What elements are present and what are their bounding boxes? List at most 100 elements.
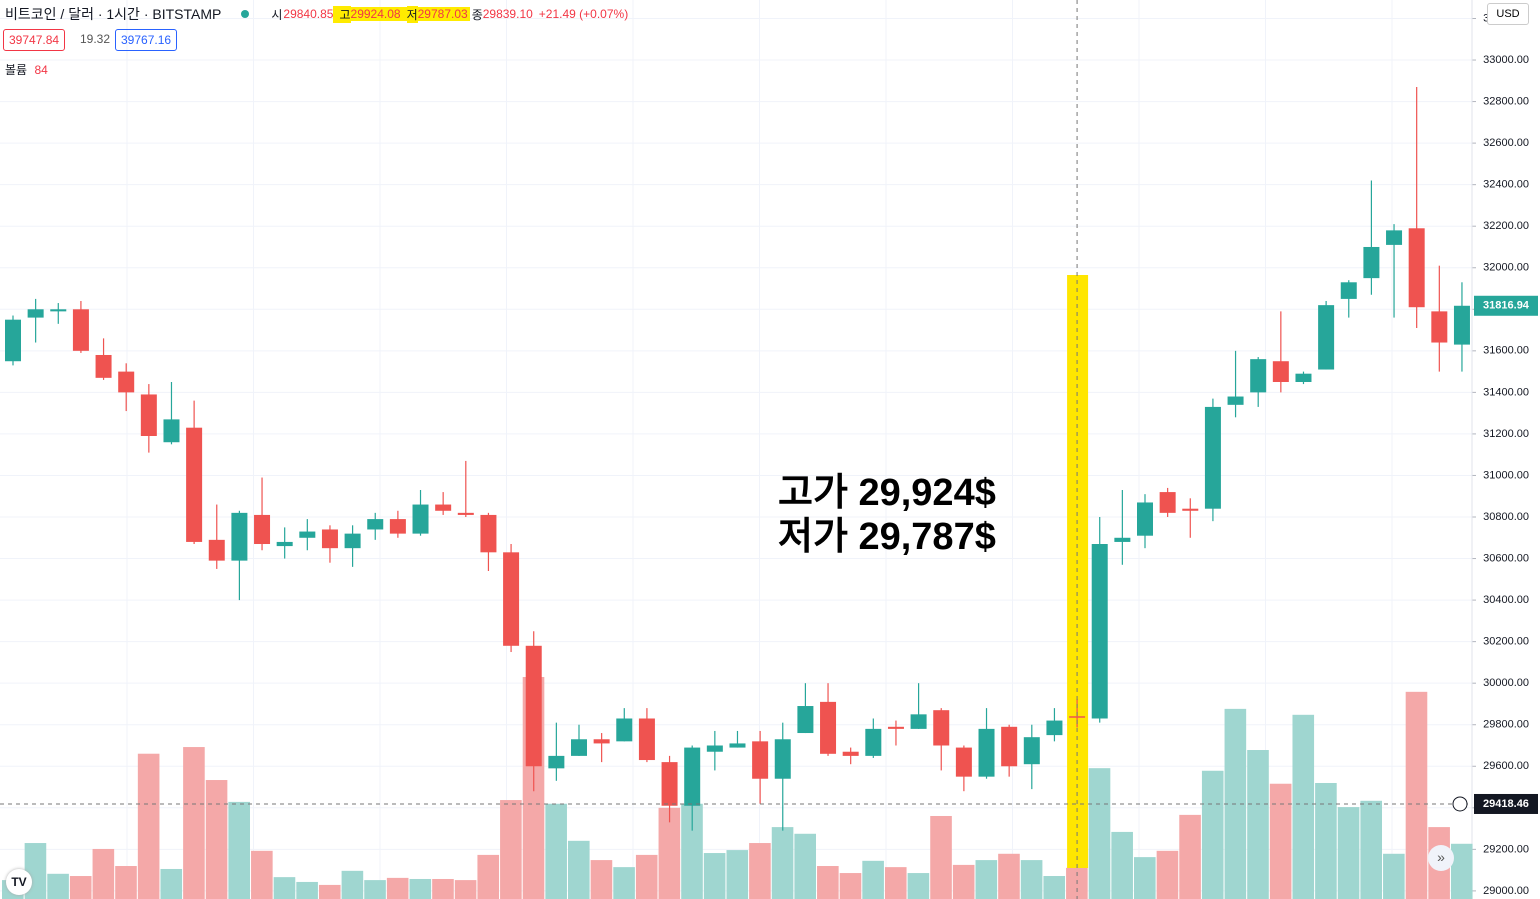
- candle-body: [163, 419, 180, 443]
- volume-bar: [613, 867, 635, 899]
- candle-body: [1046, 720, 1063, 736]
- volume-bar: [884, 867, 907, 899]
- candle-body: [820, 701, 837, 754]
- volume-bar: [1134, 857, 1156, 899]
- candle-body: [729, 743, 746, 748]
- volume-bar: [1179, 814, 1201, 899]
- candle-body: [1114, 537, 1131, 542]
- volume-bar: [409, 878, 432, 899]
- candle-body: [503, 552, 520, 646]
- currency-button[interactable]: USD: [1487, 3, 1529, 25]
- change-value: +21.49 (+0.07%): [538, 7, 629, 21]
- legend: 비트코인 / 달러 · 1시간 · BITSTAMP 시 29840.85 고 …: [5, 4, 628, 24]
- volume-bar: [1360, 800, 1382, 899]
- volume-bar: [907, 873, 930, 899]
- volume-bar: [975, 860, 998, 899]
- candle-body: [1431, 311, 1448, 343]
- volume-bar: [1269, 783, 1292, 899]
- volume-bar: [273, 877, 296, 899]
- y-tick-label: 30000.00: [1483, 677, 1529, 689]
- volume-bar: [1111, 831, 1133, 899]
- volume-value: 84: [34, 63, 48, 77]
- candle-body: [1069, 716, 1086, 718]
- volume-bar: [69, 876, 92, 899]
- bid-box[interactable]: 39747.84: [3, 29, 66, 51]
- y-tick-label: 29000.00: [1483, 885, 1529, 897]
- volume-bar: [952, 864, 975, 899]
- candle-body: [208, 539, 225, 561]
- volume-bar: [364, 880, 386, 899]
- volume-bar: [749, 843, 771, 899]
- y-tick-label: 32400.00: [1483, 179, 1529, 191]
- volume-bar: [658, 807, 681, 899]
- candle-body: [842, 751, 859, 756]
- y-tick-label: 33000.00: [1483, 54, 1529, 66]
- volume-bar: [681, 803, 703, 899]
- y-tick-label: 30200.00: [1483, 636, 1529, 648]
- logo[interactable]: TV: [6, 869, 32, 895]
- volume-bar: [635, 854, 658, 899]
- y-tick-label: 32800.00: [1483, 95, 1529, 107]
- candle-body: [1159, 492, 1176, 513]
- volume-bar: [1292, 714, 1315, 899]
- volume-bar: [92, 848, 115, 899]
- scroll-button[interactable]: »: [1428, 845, 1454, 871]
- candle-body: [1318, 305, 1335, 370]
- candle-body: [910, 714, 927, 729]
- ask-box[interactable]: 39767.16: [115, 29, 178, 51]
- candle-body: [50, 309, 67, 312]
- volume-legend: 볼륨 84: [5, 61, 48, 78]
- volume-bar: [1020, 860, 1043, 899]
- y-tick-label: 30600.00: [1483, 552, 1529, 564]
- y-tick-label: 29200.00: [1483, 843, 1529, 855]
- candle-body: [752, 741, 769, 779]
- open-label: 시: [271, 7, 283, 22]
- candle-body: [706, 745, 723, 752]
- volume-bar: [341, 870, 364, 899]
- candle-body: [480, 514, 497, 553]
- y-tick-label: 29600.00: [1483, 760, 1529, 772]
- volume-bar: [1315, 782, 1337, 899]
- volume-bar: [183, 747, 205, 899]
- y-tick-label: 32600.00: [1483, 137, 1529, 149]
- volume-bar: [590, 860, 613, 899]
- annotation: 저가 29,787$: [778, 516, 996, 558]
- volume-bar: [1337, 807, 1360, 899]
- y-tick-label: 29800.00: [1483, 719, 1529, 731]
- volume-bar: [839, 873, 862, 899]
- candle-body: [1453, 305, 1470, 345]
- volume-bar: [1405, 691, 1428, 899]
- high-value: 29924.08: [350, 7, 407, 21]
- candle-body: [933, 710, 950, 746]
- candle-body: [571, 739, 587, 756]
- candle-body: [435, 504, 452, 511]
- candle-body: [1023, 737, 1040, 765]
- candle-body: [1272, 361, 1289, 382]
- volume-bar: [318, 884, 341, 899]
- y-tick-label: 31600.00: [1483, 345, 1529, 357]
- volume-bar: [160, 868, 183, 899]
- y-tick-label: 32000.00: [1483, 262, 1529, 274]
- candle-body: [1363, 246, 1380, 279]
- candle-body: [1091, 544, 1108, 719]
- candle-body: [955, 747, 972, 777]
- candle-body: [593, 739, 610, 744]
- candle-body: [684, 747, 701, 806]
- volume-bar: [1450, 843, 1473, 899]
- volume-bar: [1156, 850, 1179, 899]
- crosshair-plus: [1452, 796, 1468, 812]
- volume-bar: [1201, 770, 1224, 899]
- candle-body: [186, 427, 203, 542]
- current-price-bg: [1474, 295, 1538, 316]
- candle-body: [865, 728, 882, 756]
- volume-bar: [1383, 853, 1405, 899]
- candle-body: [72, 309, 89, 351]
- volume-bar: [296, 881, 318, 899]
- candle-body: [525, 645, 542, 767]
- candle-body: [1408, 228, 1425, 308]
- candle-body: [276, 541, 293, 547]
- volume-bar: [115, 866, 137, 899]
- volume-bar: [228, 801, 250, 899]
